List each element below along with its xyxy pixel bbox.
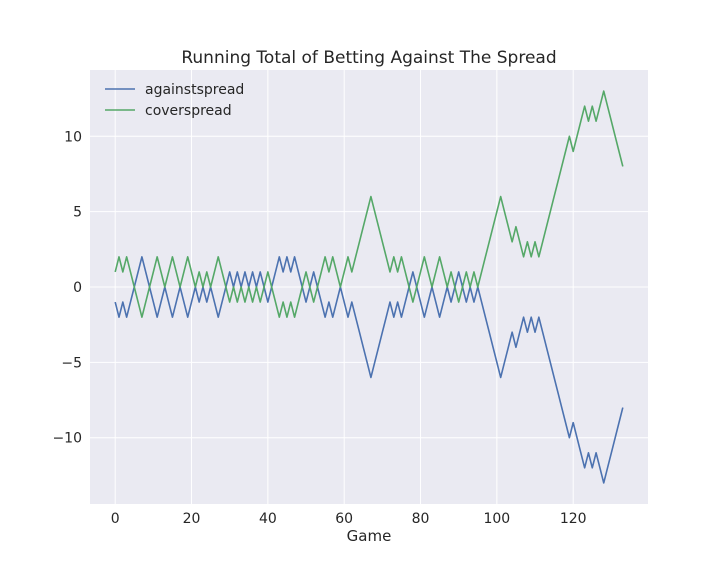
x-tick-label: 40 [259, 511, 277, 527]
x-axis: 0 20 40 60 80 100 120 [111, 511, 587, 527]
x-tick-label: 20 [183, 511, 201, 527]
y-tick-label: −5 [61, 355, 82, 371]
x-tick-label: 60 [335, 511, 353, 527]
y-tick-label: 5 [73, 205, 82, 221]
legend-label-againstspread: againstspread [145, 82, 244, 98]
chart-title: Running Total of Betting Against The Spr… [181, 48, 556, 68]
x-axis-label: Game [347, 527, 392, 545]
x-tick-label: 80 [412, 511, 430, 527]
y-tick-label: 10 [64, 129, 82, 145]
legend-label-coverspread: coverspread [145, 103, 232, 119]
y-tick-label: 0 [73, 280, 82, 296]
x-tick-label: 100 [483, 511, 510, 527]
y-axis: −10 −5 0 5 10 [52, 129, 82, 446]
y-tick-label: −10 [52, 431, 82, 447]
x-tick-label: 0 [111, 511, 120, 527]
x-tick-label: 120 [560, 511, 587, 527]
